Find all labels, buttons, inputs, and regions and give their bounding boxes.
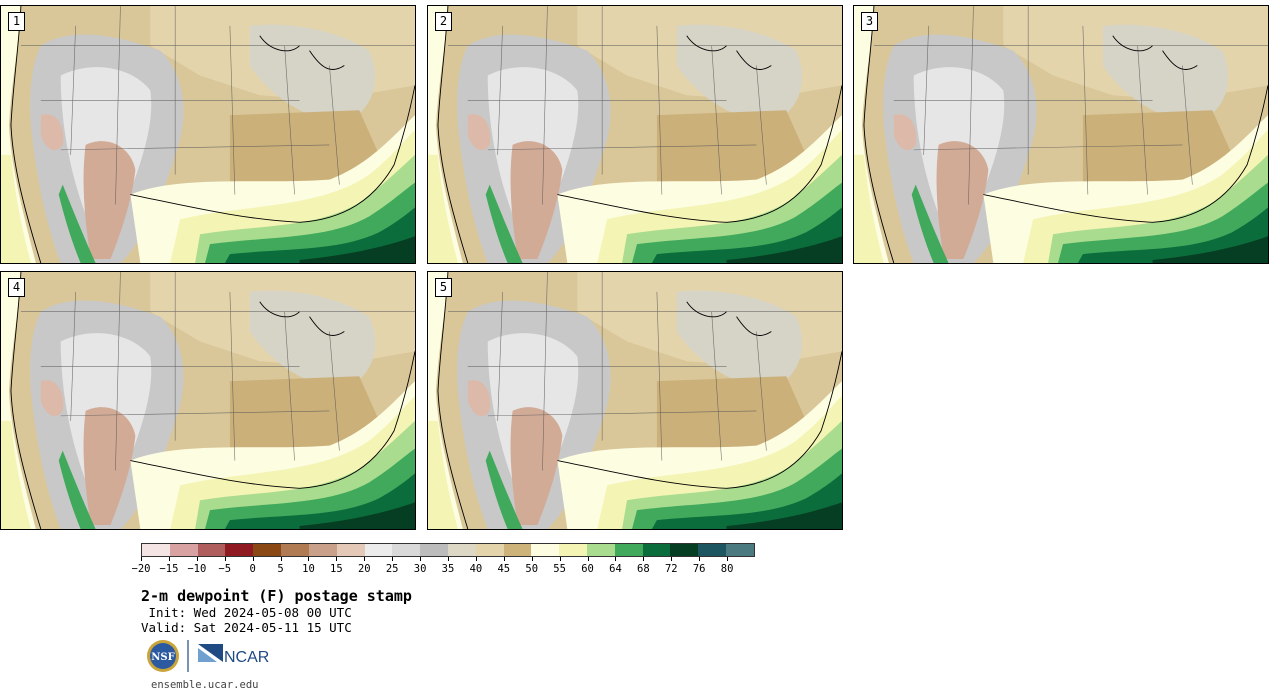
colorbar-ticks: −20 −15 −10 −5 0 5 10 15 20 25 30 35 40 45 50 55 60 64 68 7… <box>132 557 755 579</box>
colorbar-segment <box>447 544 476 556</box>
colorbar-tick-label: 35 <box>441 563 455 575</box>
map-panel-2: 2 <box>427 5 843 264</box>
panel-number: 4 <box>8 278 25 297</box>
colorbar-tick <box>559 557 561 561</box>
map-panel-3: 3 <box>853 5 1269 264</box>
colorbar-tick <box>503 557 505 561</box>
colorbar-tick-label: 55 <box>553 563 566 575</box>
colorbar-segment <box>531 544 560 556</box>
colorbar-segment <box>281 544 309 556</box>
colorbar-segment <box>253 544 282 556</box>
colorbar-tick <box>224 557 226 561</box>
colorbar-tick <box>141 557 142 561</box>
chart-title: 2-m dewpoint (F) postage stamp <box>141 587 412 605</box>
colorbar-segment <box>726 544 754 556</box>
colorbar-segment <box>614 544 643 556</box>
colorbar-segment <box>197 544 226 556</box>
nsf-logo-icon: NSF <box>147 640 179 672</box>
dewpoint-map-1 <box>1 6 415 263</box>
colorbar-tick-label: −15 <box>159 563 179 575</box>
colorbar-segment <box>364 544 393 556</box>
colorbar-tick-label: 10 <box>302 563 315 575</box>
colorbar-tick-label: 76 <box>692 563 706 575</box>
colorbar-segment <box>336 544 365 556</box>
colorbar-tick-label: −5 <box>218 563 232 575</box>
colorbar-tick-label: 60 <box>581 563 594 575</box>
colorbar-tick-label: 72 <box>664 563 678 575</box>
colorbar-tick-label: 50 <box>525 563 539 575</box>
colorbar-segment <box>420 544 448 556</box>
colorbar-tick <box>308 557 310 561</box>
colorbar-tick-label: 25 <box>385 563 399 575</box>
colorbar-segment <box>503 544 532 556</box>
colorbar-tick-label: 5 <box>277 563 284 575</box>
dewpoint-map-4 <box>1 272 415 529</box>
colorbar-segment <box>670 544 699 556</box>
colorbar-tick-label: 15 <box>330 563 343 575</box>
colorbar-tick-label: 30 <box>413 563 427 575</box>
panel-number: 1 <box>8 12 25 31</box>
panel-number: 2 <box>435 12 452 31</box>
colorbar-segment <box>225 544 254 556</box>
colorbar-tick <box>420 557 422 561</box>
colorbar-tick <box>643 557 645 561</box>
panel-number: 3 <box>861 12 878 31</box>
colorbar-tick <box>280 557 282 561</box>
init-time: Init: Wed 2024-05-08 00 UTC <box>141 605 352 620</box>
colorbar-tick <box>252 557 254 561</box>
colorbar-tick <box>392 557 394 561</box>
colorbar-segment <box>142 544 170 556</box>
colorbar-tick <box>587 557 589 561</box>
map-panel-4: 4 <box>0 271 416 530</box>
colorbar-tick <box>364 557 366 561</box>
svg-text:NSF: NSF <box>151 652 174 663</box>
colorbar-tick <box>168 557 170 561</box>
colorbar-tick-label: 80 <box>720 563 734 575</box>
site-url: ensemble.ucar.edu <box>151 679 259 691</box>
map-panel-1: 1 <box>0 5 416 264</box>
colorbar-segment <box>698 544 727 556</box>
colorbar-segment <box>642 544 671 556</box>
logos: NSF NCAR <box>147 640 269 672</box>
panel-number: 5 <box>435 278 452 297</box>
colorbar-tick-label: 45 <box>497 563 511 575</box>
dewpoint-map-2 <box>428 6 842 263</box>
colorbar-tick <box>196 557 198 561</box>
svg-text:NCAR: NCAR <box>224 649 269 666</box>
colorbar-segment <box>169 544 198 556</box>
colorbar-tick-label: 20 <box>357 563 371 575</box>
colorbar-tick-label: 64 <box>609 563 622 575</box>
dewpoint-colorbar <box>141 543 755 557</box>
ncar-logo-icon: NCAR <box>198 644 269 666</box>
dewpoint-map-3 <box>854 6 1268 263</box>
colorbar-tick-label: 0 <box>249 563 256 575</box>
colorbar-tick-label: 40 <box>469 563 483 575</box>
colorbar-segment <box>559 544 587 556</box>
valid-time: Valid: Sat 2024-05-11 15 UTC <box>141 620 352 635</box>
colorbar-tick-label: −20 <box>131 563 151 575</box>
colorbar-tick <box>699 557 701 561</box>
colorbar-tick <box>448 557 449 561</box>
colorbar-tick-label: −10 <box>187 563 207 575</box>
colorbar-segment <box>308 544 337 556</box>
colorbar-segment <box>587 544 615 556</box>
colorbar-segment <box>475 544 504 556</box>
colorbar-tick <box>615 557 617 561</box>
colorbar-tick <box>531 557 533 561</box>
colorbar-tick <box>727 557 729 561</box>
dewpoint-map-5 <box>428 272 842 529</box>
colorbar-tick-label: 68 <box>637 563 650 575</box>
map-panel-5: 5 <box>427 271 843 530</box>
colorbar-tick <box>336 557 338 561</box>
colorbar-tick <box>475 557 477 561</box>
colorbar-tick <box>671 557 673 561</box>
colorbar-segment <box>392 544 421 556</box>
